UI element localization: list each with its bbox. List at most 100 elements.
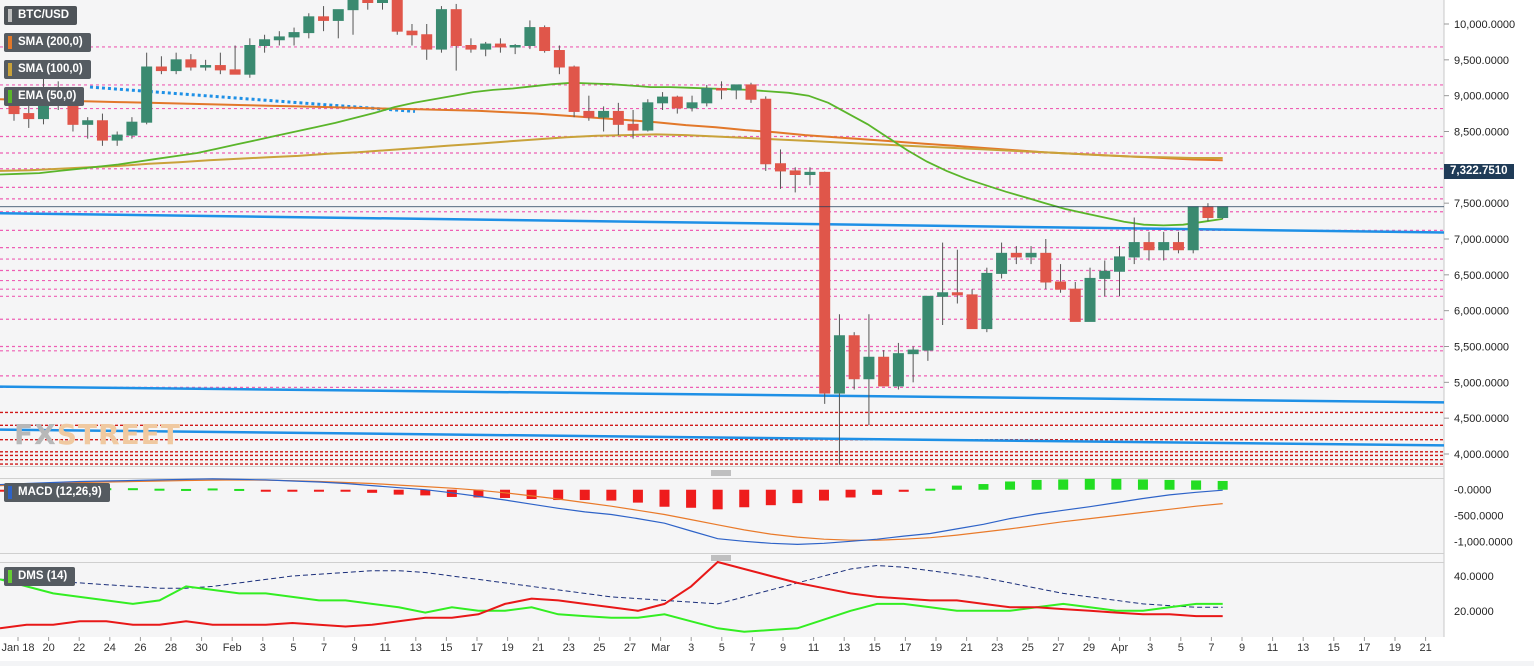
candle-body <box>273 36 285 41</box>
time-tick-label: 17 <box>899 642 911 654</box>
macd-histogram-bar <box>181 488 192 491</box>
legend-sma100[interactable]: SMA (100,0) <box>4 60 91 79</box>
time-tick-label: 7 <box>749 642 755 654</box>
candle-body <box>111 134 123 141</box>
time-tick-label: 28 <box>165 642 177 654</box>
legend-dms-label: DMS (14) <box>18 570 68 582</box>
candle-body <box>318 16 330 21</box>
price-tick-label: 6,500.0000 <box>1454 270 1509 282</box>
time-tick-label: 11 <box>1267 642 1278 654</box>
legend-macd[interactable]: MACD (12,26,9) <box>4 483 110 502</box>
macd-histogram-bar <box>1084 478 1095 490</box>
macd-histogram-bar <box>686 489 697 508</box>
candle-body <box>996 252 1008 274</box>
trendline <box>0 385 1445 404</box>
macd-line <box>0 478 1223 546</box>
price-tick-label: 4,500.0000 <box>1454 413 1509 425</box>
time-tick-label: 25 <box>1022 642 1034 654</box>
time-tick-label: 23 <box>563 642 575 654</box>
macd-histogram-bar <box>579 489 590 501</box>
candle-body <box>170 59 182 72</box>
time-tick-label: 17 <box>471 642 483 654</box>
candle-body <box>981 272 993 330</box>
candle-body <box>421 34 433 50</box>
candle-body <box>937 292 949 297</box>
candle-body <box>288 32 300 38</box>
candle-body <box>686 102 698 109</box>
time-tick-label: 15 <box>440 642 452 654</box>
macd-histogram-bar <box>1031 479 1042 490</box>
candle-body <box>332 9 344 21</box>
macd-histogram-bar <box>792 489 803 504</box>
candle-body <box>1217 206 1229 218</box>
legend-sma200[interactable]: SMA (200,0) <box>4 33 91 52</box>
price-tick-label: 5,000.0000 <box>1454 377 1509 389</box>
price-tick-label: 8,500.0000 <box>1454 127 1509 139</box>
candle-body <box>1114 256 1125 272</box>
macd-histogram-bar <box>712 489 723 510</box>
candle-body <box>480 43 492 50</box>
candle-body <box>1010 252 1022 258</box>
candle-body <box>1055 281 1067 290</box>
macd-tick-label: -500.0000 <box>1454 511 1504 523</box>
time-tick-label: 11 <box>808 642 819 654</box>
price-tick-label: 9,000.0000 <box>1454 91 1509 103</box>
candle-body <box>568 66 580 112</box>
macd-histogram-bar <box>0 489 5 492</box>
time-tick-label: 3 <box>260 642 266 654</box>
legend-symbol[interactable]: BTC/USD <box>4 6 78 25</box>
macd-histogram-bar <box>1137 479 1148 490</box>
time-tick-label: 13 <box>838 642 850 654</box>
time-tick-label: 27 <box>624 642 636 654</box>
dms-plus-di-line <box>0 578 1223 633</box>
macd-histogram-bar <box>500 489 511 498</box>
candle-body <box>774 163 786 172</box>
time-tick-label: Feb <box>223 642 242 654</box>
macd-swatch <box>8 486 12 499</box>
legend-symbol-label: BTC/USD <box>18 9 70 21</box>
candle-body <box>642 102 654 131</box>
macd-histogram-bar <box>872 489 883 495</box>
macd-tick-label: -0.0000 <box>1454 485 1491 497</box>
candle-body <box>657 96 669 104</box>
price-tick-label: 6,000.0000 <box>1454 306 1509 318</box>
legend-ema50[interactable]: EMA (50,0) <box>4 87 85 106</box>
price-axis-bg <box>1444 0 1534 661</box>
candle-body <box>539 27 551 52</box>
legend-dms[interactable]: DMS (14) <box>4 567 76 586</box>
time-tick-label: Mar <box>651 642 670 654</box>
candle-body <box>23 113 35 120</box>
macd-histogram-bar <box>1164 479 1175 490</box>
legend-sma100-label: SMA (100,0) <box>18 63 83 75</box>
macd-histogram-bar <box>207 488 218 491</box>
last-price-value: 7,322.7510 <box>1450 165 1508 177</box>
candle-body <box>185 59 197 68</box>
candle-body <box>229 69 241 75</box>
macd-histogram-bar <box>287 489 298 492</box>
macd-histogram-bar <box>313 489 324 492</box>
candle-body <box>612 110 624 125</box>
ema50-line <box>0 81 1223 227</box>
dms-tick-label: 40.0000 <box>1454 571 1494 583</box>
candle-body <box>907 349 919 355</box>
candle-body <box>878 356 890 387</box>
macd-signal-line <box>0 479 1223 541</box>
macd-histogram-bar <box>260 489 271 492</box>
macd-histogram-bar <box>845 489 856 498</box>
macd-histogram-bar <box>127 488 138 491</box>
price-tick-label: 5,500.0000 <box>1454 342 1509 354</box>
candle-body <box>951 292 963 296</box>
macd-histogram-bar <box>553 489 564 501</box>
macd-histogram-bar <box>367 489 378 493</box>
candle-body <box>922 295 934 351</box>
candle-body <box>789 170 801 176</box>
candle-body <box>391 0 403 32</box>
time-tick-label: 21 <box>960 642 972 654</box>
macd-histogram-bar <box>1005 481 1016 490</box>
macd-histogram-bar <box>340 489 351 492</box>
price-tick-label: 4,000.0000 <box>1454 449 1509 461</box>
candle-body <box>406 30 418 36</box>
macd-histogram-bar <box>739 489 750 508</box>
time-tick-label: 15 <box>1328 642 1340 654</box>
candle-body <box>450 9 462 46</box>
